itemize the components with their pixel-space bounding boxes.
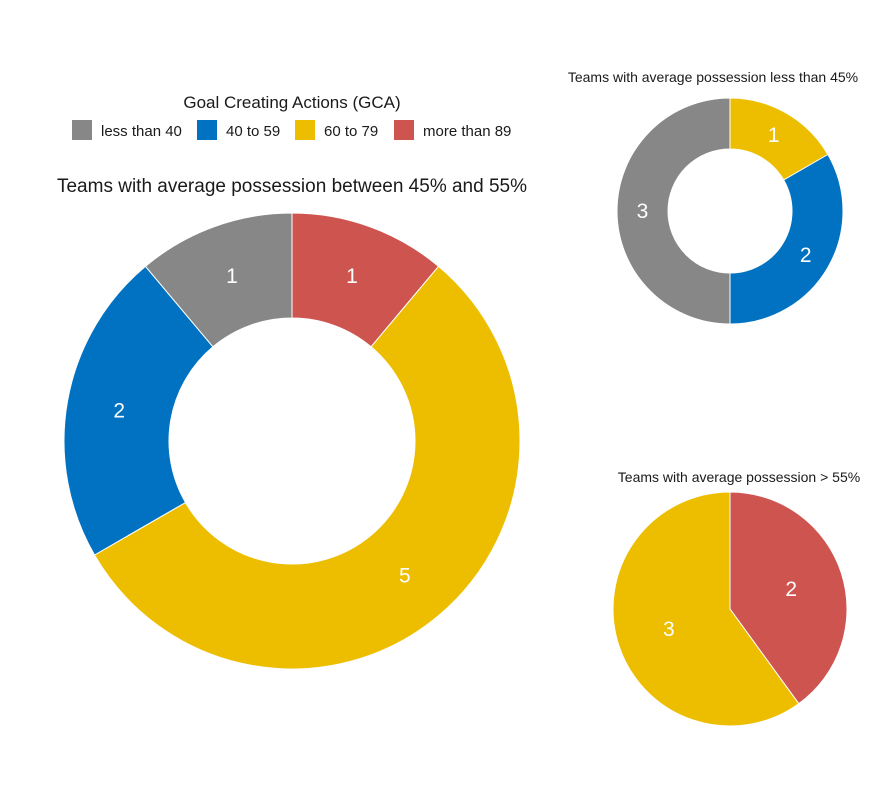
slices: [63, 212, 521, 670]
slice-labels: 23: [663, 578, 797, 641]
slice-60-to-79: [612, 491, 800, 727]
slice-labels: 1 2 3: [637, 124, 812, 267]
slice-more-than-89: [729, 491, 848, 705]
legend-label: 40 to 59: [226, 123, 280, 140]
legend-label: less than 40: [101, 123, 182, 140]
legend-title: Goal Creating Actions (GCA): [183, 93, 400, 112]
legend-item-more-than-89: more than 89: [394, 120, 511, 140]
pie-chart-possession-over-55: Teams with average possession > 55% 23: [612, 469, 860, 727]
slice-less-than-40: [144, 212, 293, 348]
slice-60-to-79: [93, 265, 521, 670]
slice-less-than-40: [616, 97, 731, 325]
chart-title: Teams with average possession > 55%: [618, 469, 860, 485]
legend-item-40-to-59: 40 to 59: [197, 120, 280, 140]
legend-label: 60 to 79: [324, 123, 378, 140]
slice-40-to-59: [63, 265, 214, 556]
slice-value-label: 2: [113, 400, 125, 423]
legend-label: more than 89: [423, 123, 511, 140]
legend-swatch: [295, 120, 315, 140]
legend-swatch: [197, 120, 217, 140]
chart-title: Teams with average possession between 45…: [57, 176, 527, 197]
legend-item-less-than-40: less than 40: [72, 120, 182, 140]
slice-value-label: 3: [663, 618, 675, 641]
donut-chart-possession-45-55: Teams with average possession between 45…: [57, 176, 527, 670]
legend-swatch: [394, 120, 414, 140]
legend-items: less than 40 40 to 59 60 to 79 more than 89: [72, 120, 511, 140]
slice-value-label: 1: [226, 265, 238, 288]
slice-40-to-59: [729, 153, 844, 325]
slice-value-label: 1: [346, 265, 358, 288]
slices: [612, 491, 848, 727]
legend: Goal Creating Actions (GCA) less than 40…: [72, 93, 511, 140]
legend-swatch: [72, 120, 92, 140]
slice-value-label: 2: [800, 244, 812, 267]
slice-value-label: 5: [399, 564, 411, 587]
slice-value-label: 3: [637, 200, 649, 223]
slice-value-label: 1: [768, 124, 780, 147]
donut-chart-possession-under-45: Teams with average possession less than …: [568, 69, 858, 325]
slices: [616, 97, 844, 325]
chart-title: Teams with average possession less than …: [568, 69, 858, 85]
legend-item-60-to-79: 60 to 79: [295, 120, 378, 140]
slice-value-label: 2: [785, 578, 797, 601]
